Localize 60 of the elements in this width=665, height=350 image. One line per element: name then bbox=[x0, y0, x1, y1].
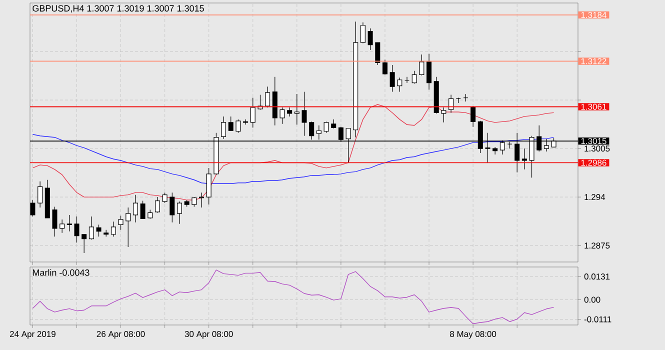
candlestick bbox=[375, 42, 380, 66]
candlestick bbox=[38, 181, 43, 208]
candlestick bbox=[302, 92, 307, 136]
chart-title: Marlin -0.0043 bbox=[32, 269, 90, 276]
candlestick bbox=[126, 207, 131, 248]
candlestick bbox=[52, 206, 58, 237]
candlestick bbox=[170, 192, 175, 223]
candlestick bbox=[265, 86, 270, 108]
candlestick bbox=[280, 107, 285, 124]
candlestick bbox=[294, 94, 300, 125]
candlestick bbox=[88, 216, 94, 240]
candlestick bbox=[66, 214, 72, 232]
candlestick bbox=[426, 53, 432, 90]
candlestick bbox=[199, 192, 204, 208]
y-tick-label: 0.0131 bbox=[584, 274, 610, 280]
candlestick bbox=[140, 200, 146, 219]
y-tick-label: 1.3005 bbox=[584, 146, 610, 152]
ref-line-label: 1.3015 bbox=[581, 138, 606, 144]
candlestick bbox=[368, 28, 373, 50]
candlestick bbox=[397, 77, 402, 92]
y-tick-label: 0.00 bbox=[584, 296, 600, 303]
candlestick bbox=[250, 97, 256, 128]
candlestick bbox=[177, 201, 182, 224]
candlestick bbox=[448, 94, 454, 114]
candlestick bbox=[96, 224, 102, 237]
candlestick bbox=[228, 116, 234, 131]
candlestick bbox=[412, 70, 417, 84]
candlestick bbox=[162, 192, 168, 204]
candlestick bbox=[360, 22, 366, 44]
candlestick bbox=[470, 106, 476, 128]
candlestick bbox=[382, 59, 388, 75]
candlestick bbox=[82, 234, 87, 254]
y-tick-label: 1.2875 bbox=[584, 242, 610, 249]
x-tick-label: 26 Apr 08:00 bbox=[96, 331, 145, 339]
candlestick bbox=[419, 54, 424, 76]
candlestick bbox=[206, 168, 212, 205]
x-tick-label: 8 May 08:00 bbox=[450, 331, 496, 339]
candlestick bbox=[492, 146, 498, 155]
candlestick bbox=[324, 121, 329, 134]
candlestick bbox=[236, 119, 241, 134]
candlestick bbox=[441, 107, 446, 123]
y-tick-label: 1.294 bbox=[584, 194, 606, 200]
chart-title: GBPUSD,H4 1.3007 1.3019 1.3007 1.3015 bbox=[32, 5, 204, 13]
candlestick bbox=[154, 196, 160, 214]
candlestick bbox=[192, 196, 197, 208]
candlestick bbox=[522, 148, 527, 170]
ref-line-label: 1.3122 bbox=[581, 58, 606, 64]
candlestick bbox=[60, 219, 65, 234]
candlestick bbox=[118, 215, 124, 230]
candlestick bbox=[132, 194, 138, 223]
ref-line-label: 1.3184 bbox=[581, 12, 606, 18]
x-tick-label: 30 Apr 08:00 bbox=[184, 331, 233, 339]
x-tick-label: 24 Apr 2019 bbox=[10, 331, 56, 339]
candlestick bbox=[30, 200, 36, 217]
y-tick-label: -0.0111 bbox=[584, 316, 612, 322]
candlestick bbox=[74, 216, 80, 243]
candlestick bbox=[390, 64, 395, 92]
candlestick bbox=[110, 221, 116, 237]
ref-line-label: 1.3061 bbox=[581, 104, 606, 110]
ref-line-label: 1.2986 bbox=[581, 160, 606, 166]
